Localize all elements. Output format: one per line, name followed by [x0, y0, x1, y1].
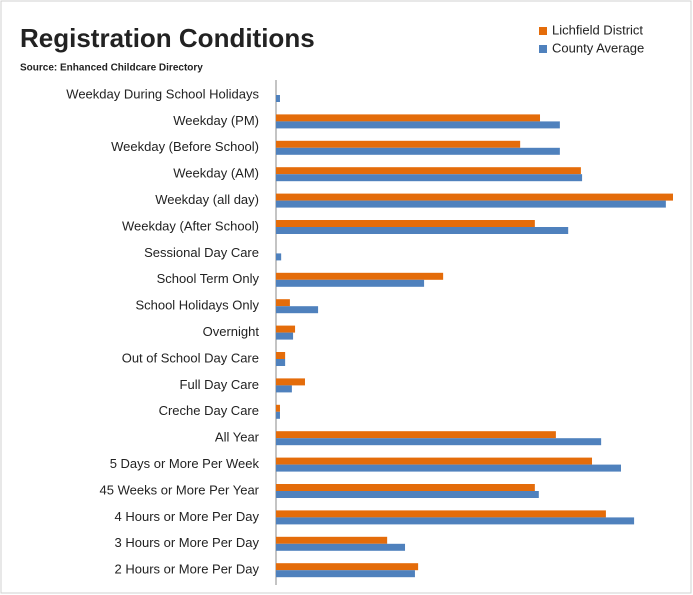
- bar: [276, 227, 569, 234]
- legend-swatch: [539, 45, 547, 53]
- bar: [276, 543, 406, 551]
- chart-title: Registration Conditions: [20, 23, 315, 53]
- y-tick-label: 3 Hours or More Per Day: [115, 535, 260, 550]
- bar: [276, 174, 583, 182]
- bar: [276, 121, 560, 129]
- bar: [276, 457, 593, 465]
- y-tick-label: Overnight: [203, 324, 260, 339]
- y-tick-label: 5 Days or More Per Week: [110, 456, 260, 471]
- bar: [276, 299, 290, 307]
- y-tick-label: Out of School Day Care: [122, 350, 259, 365]
- legend-label: County Average: [552, 40, 644, 55]
- bar: [276, 359, 286, 366]
- chart-subtitle: Source: Enhanced Childcare Directory: [20, 63, 203, 74]
- y-tick-label: 45 Weeks or More Per Year: [100, 482, 260, 497]
- y-tick-label: Weekday (After School): [122, 218, 259, 233]
- bar: [276, 464, 621, 472]
- legend-swatch: [539, 27, 547, 35]
- bar: [276, 385, 292, 393]
- bar: [276, 272, 444, 280]
- bar: [276, 279, 425, 287]
- legend-label: Lichfield District: [552, 22, 643, 37]
- bar: [276, 140, 521, 148]
- y-tick-label: Full Day Care: [180, 377, 259, 392]
- bar: [276, 404, 280, 412]
- bar: [276, 411, 280, 419]
- bar: [276, 147, 560, 155]
- bar: [276, 114, 541, 122]
- bar: [276, 352, 286, 359]
- y-tick-label: 4 Hours or More Per Day: [115, 509, 260, 524]
- bar: [276, 536, 388, 544]
- bar: [276, 378, 305, 386]
- y-tick-label: Weekday (PM): [173, 113, 259, 128]
- bar: [276, 484, 535, 491]
- bar: [276, 193, 673, 201]
- bar: [276, 200, 666, 208]
- bar: [276, 491, 539, 498]
- bar: [276, 167, 581, 175]
- bar: [276, 510, 606, 518]
- y-tick-label: Weekday During School Holidays: [66, 86, 259, 101]
- y-tick-label: 2 Hours or More Per Day: [115, 562, 260, 577]
- bar: [276, 563, 419, 571]
- bar: [276, 431, 556, 439]
- y-tick-label: School Holidays Only: [135, 298, 259, 313]
- bar: [276, 332, 294, 340]
- bar: [276, 517, 635, 525]
- bar: [276, 95, 280, 102]
- y-tick-label: Creche Day Care: [159, 403, 259, 418]
- bar: [276, 325, 296, 333]
- bar: [276, 253, 282, 261]
- y-tick-label: Sessional Day Care: [144, 245, 259, 260]
- y-tick-label: Weekday (AM): [173, 166, 259, 181]
- bar: [276, 438, 602, 446]
- y-tick-label: Weekday (all day): [155, 192, 259, 207]
- bar: [276, 220, 535, 227]
- y-tick-label: Weekday (Before School): [111, 139, 259, 154]
- bar: [276, 306, 319, 314]
- y-tick-label: School Term Only: [157, 271, 260, 286]
- bar: [276, 570, 415, 578]
- y-tick-label: All Year: [215, 430, 260, 445]
